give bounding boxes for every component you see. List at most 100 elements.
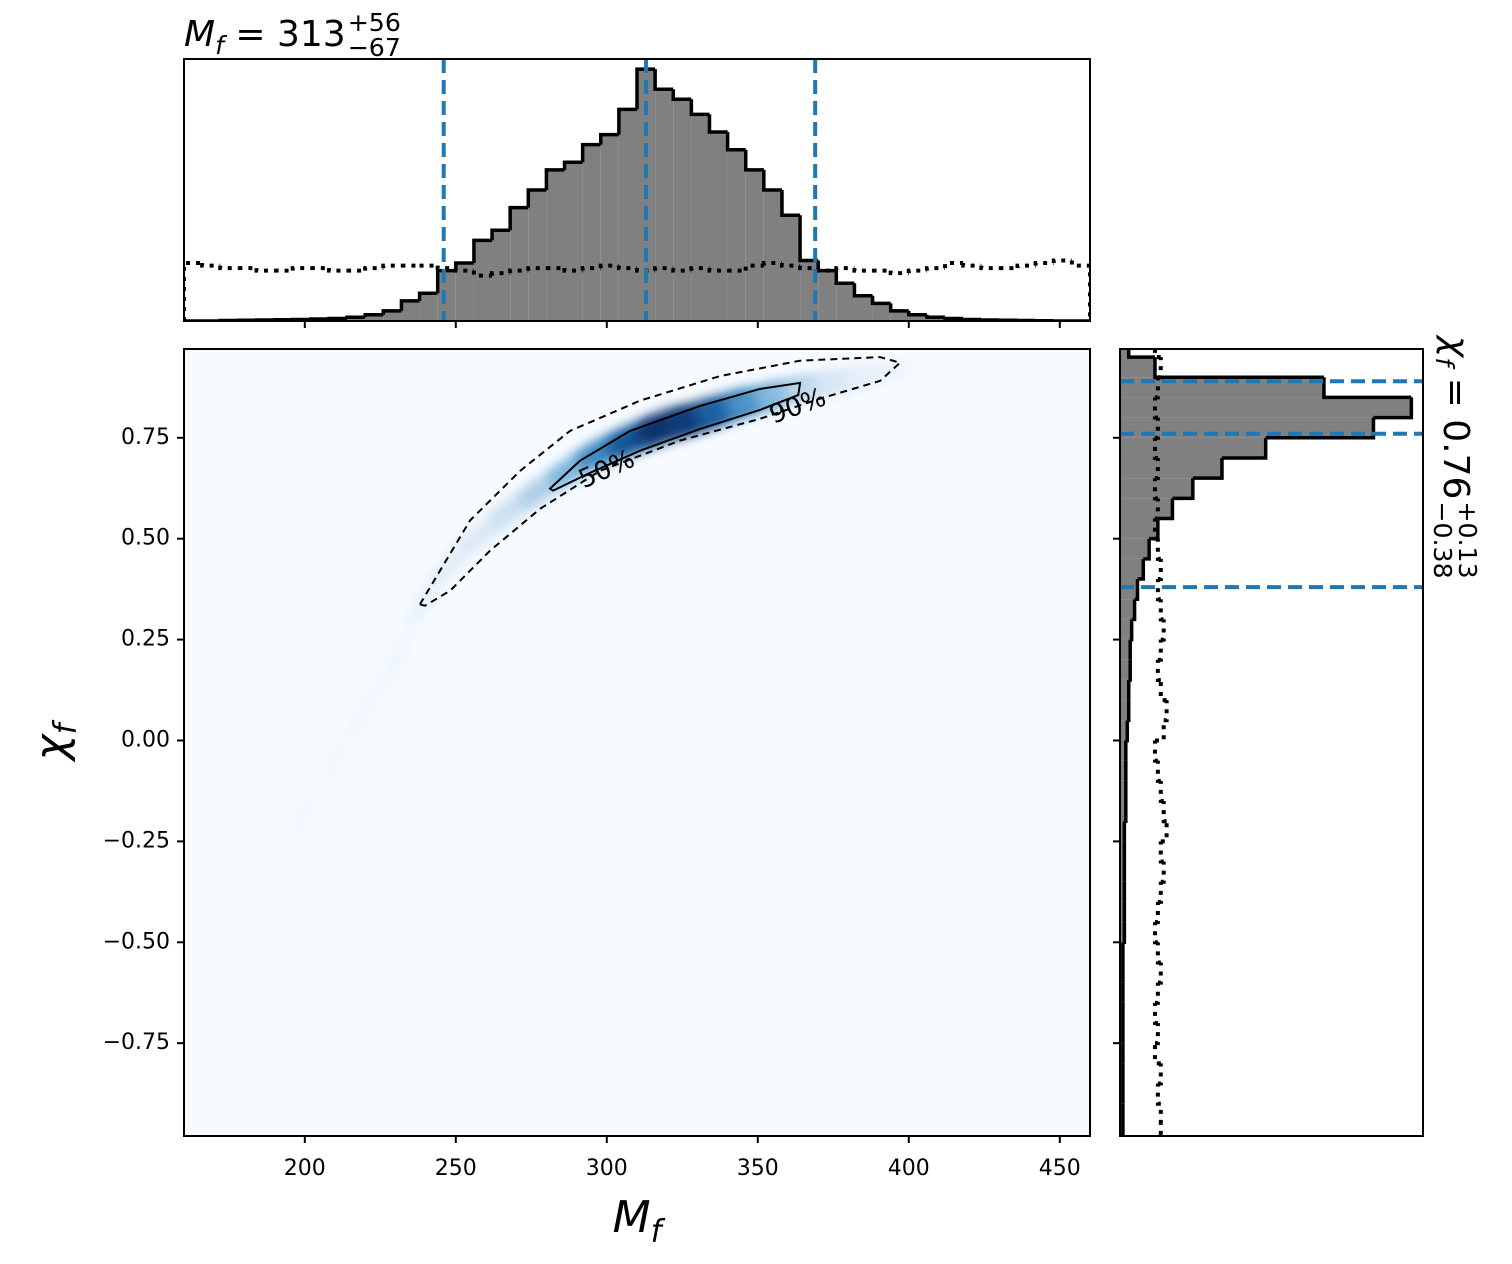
prior-step bbox=[616, 265, 637, 271]
density-cell bbox=[377, 629, 414, 690]
hist-step bbox=[1125, 720, 1130, 743]
prior-step bbox=[779, 263, 801, 268]
prior-step bbox=[1157, 881, 1163, 904]
prior-step bbox=[1154, 417, 1160, 440]
hist-bar bbox=[1120, 760, 1126, 781]
hist-bar bbox=[1120, 457, 1222, 479]
hist-bar bbox=[854, 295, 873, 321]
prior-step bbox=[1152, 1043, 1161, 1066]
prior-step bbox=[363, 266, 384, 271]
hist-bar bbox=[600, 134, 619, 321]
hist-bar bbox=[1120, 740, 1126, 761]
hist-step bbox=[1121, 1123, 1125, 1136]
right-title-text: χf = 0.76 bbox=[1430, 334, 1476, 499]
right-title-minus: −0.38 bbox=[1428, 501, 1457, 578]
top-title-symbol: M bbox=[184, 14, 215, 55]
hist-bar bbox=[1120, 349, 1129, 358]
prior-step bbox=[1160, 861, 1166, 884]
prior-step bbox=[689, 266, 710, 271]
prior-step bbox=[326, 268, 348, 273]
hist-bar bbox=[564, 162, 583, 321]
hist-step bbox=[1153, 357, 1324, 380]
prior-step bbox=[1152, 1002, 1158, 1025]
hist-bar bbox=[582, 144, 601, 321]
density-cell bbox=[346, 678, 385, 738]
prior-step bbox=[1015, 263, 1036, 269]
right-title-eq: = 0.76 bbox=[1435, 366, 1476, 499]
hist-step bbox=[925, 314, 946, 319]
prior-step bbox=[580, 266, 601, 271]
hist-bar bbox=[781, 215, 801, 321]
hist-step bbox=[653, 69, 674, 91]
prior-step bbox=[906, 268, 927, 274]
hist-bar bbox=[1120, 901, 1125, 923]
hist-bar bbox=[1120, 679, 1129, 701]
top-title-plus: +56 bbox=[348, 8, 401, 37]
hist-step bbox=[961, 317, 982, 321]
hist-bar bbox=[890, 310, 909, 321]
hist-bar bbox=[1120, 437, 1266, 458]
prior-step bbox=[1157, 962, 1163, 985]
x-tick-label: 450 bbox=[1039, 1156, 1081, 1181]
prior-step bbox=[200, 263, 221, 268]
hist-bar bbox=[872, 303, 891, 321]
hist-step bbox=[907, 310, 927, 317]
prior-step bbox=[816, 268, 837, 273]
prior-step bbox=[1033, 261, 1054, 266]
hist-bar bbox=[745, 169, 764, 321]
hist-bar bbox=[401, 300, 420, 321]
right-title-plus: +0.13 bbox=[1453, 501, 1482, 578]
hist-bar bbox=[347, 317, 366, 321]
prior-step bbox=[1152, 478, 1158, 501]
prior-step bbox=[834, 266, 855, 271]
hist-step bbox=[1134, 579, 1140, 601]
hist-bar bbox=[1120, 801, 1126, 822]
hist-bar bbox=[1120, 659, 1131, 680]
hist-bar bbox=[419, 293, 438, 321]
hist-step bbox=[1157, 498, 1175, 521]
heatmap-background bbox=[184, 349, 1090, 1136]
prior-step bbox=[218, 265, 239, 271]
prior-step bbox=[888, 270, 909, 276]
hist-step bbox=[743, 149, 764, 172]
hist-step bbox=[562, 160, 583, 170]
hist-step bbox=[1129, 619, 1134, 642]
x-label-text: Mf bbox=[613, 1192, 666, 1250]
hist-bar bbox=[1120, 780, 1126, 802]
right-frame bbox=[1119, 348, 1424, 1137]
density-cell bbox=[316, 730, 354, 791]
prior-step bbox=[1152, 349, 1161, 360]
prior-step bbox=[1157, 558, 1163, 582]
hist-bar bbox=[1120, 518, 1158, 539]
hist-step bbox=[1131, 599, 1137, 622]
hist-step bbox=[381, 309, 402, 315]
contours bbox=[418, 356, 903, 607]
prior-step bbox=[471, 270, 493, 278]
hist-step bbox=[1265, 417, 1376, 440]
hist-step bbox=[327, 316, 348, 321]
hist-bar bbox=[1120, 619, 1132, 640]
prior-step bbox=[1158, 780, 1164, 804]
prior-step bbox=[562, 268, 583, 273]
right-histogram bbox=[1120, 349, 1423, 1136]
hist-step bbox=[1172, 478, 1195, 501]
hist-step bbox=[689, 99, 710, 117]
hist-step bbox=[943, 316, 964, 321]
hist-step bbox=[345, 315, 366, 319]
prior-step bbox=[961, 263, 982, 268]
hist-step bbox=[888, 303, 909, 313]
x-tick-label: 200 bbox=[284, 1156, 326, 1181]
prior-step bbox=[508, 268, 529, 274]
hist-bar bbox=[1120, 720, 1128, 741]
prior-step bbox=[254, 268, 275, 273]
hist-step bbox=[1221, 437, 1268, 460]
prior-step bbox=[1160, 821, 1169, 844]
prior-step bbox=[743, 263, 764, 271]
hist-bar bbox=[908, 314, 927, 321]
prior-step bbox=[653, 266, 674, 271]
hist-bar bbox=[727, 149, 746, 321]
hist-step bbox=[490, 228, 511, 241]
prior-step bbox=[1154, 377, 1160, 400]
x-label: Mf bbox=[613, 1192, 666, 1250]
right-title-symbol: χ bbox=[1435, 334, 1476, 359]
